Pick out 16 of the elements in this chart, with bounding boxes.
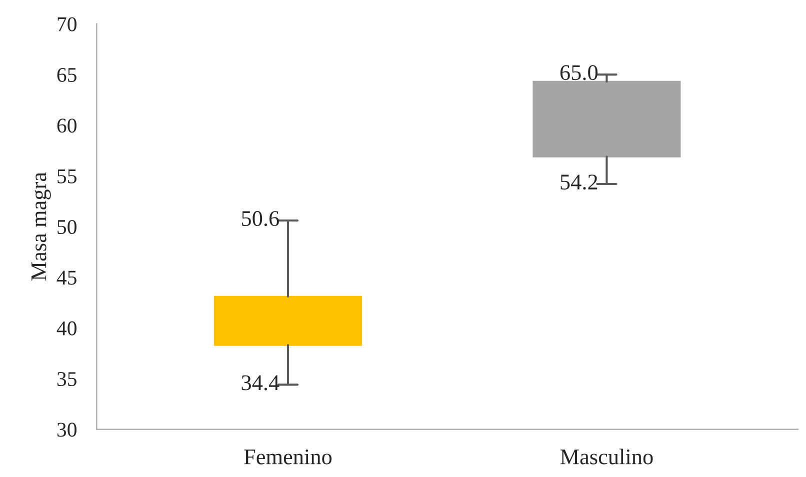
annotation: 50.6 <box>242 211 279 226</box>
x-tick-label: Femenino <box>244 449 332 464</box>
annotation: 65.0 <box>560 65 598 80</box>
y-tick-label: 40 <box>56 321 76 336</box>
annotation: 34.4 <box>242 375 280 390</box>
y-tick-label: 70 <box>58 17 76 32</box>
y-tick-label: 65 <box>57 68 76 82</box>
y-axis-title: Masa magra <box>32 172 51 281</box>
y-tick-label: 50 <box>58 220 76 234</box>
y-tick-label: 30 <box>57 422 76 437</box>
y-tick-label: 60 <box>57 118 76 133</box>
y-tick-label: 55 <box>58 169 76 184</box>
y-tick-label: 45 <box>56 270 76 285</box>
y-tick-label: 35 <box>57 372 76 386</box>
annotation: 54.2 <box>560 174 598 190</box>
x-tick-label: Masculino <box>560 448 653 464</box>
